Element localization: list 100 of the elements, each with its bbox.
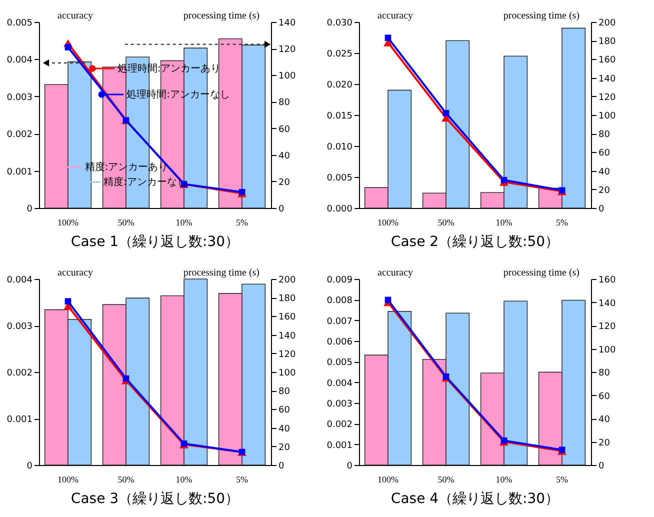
y-tick-label: 0.015 — [326, 112, 352, 122]
y2-axis-title: processing time (s) — [503, 268, 580, 278]
y-axis-title: accuracy — [58, 10, 94, 22]
point — [500, 176, 508, 184]
y-tick-label: 0 — [26, 204, 33, 214]
x-tick-label: 50% — [438, 218, 455, 228]
x-tick-label: 50% — [118, 474, 135, 484]
y2-axis-title: processing time (s) — [503, 10, 580, 22]
y2-tick-label: 200 — [278, 276, 296, 286]
y-axis-title: accuracy — [378, 10, 414, 22]
text: Case 1（繰り返し数:30） — [70, 234, 240, 250]
text: Case 3（繰り返し数:50） — [70, 491, 240, 507]
y-tick-label: 0.006 — [326, 338, 353, 348]
y-axis-title: accuracy — [58, 268, 94, 278]
y2-tick-label: 20 — [278, 178, 290, 188]
y-tick-label: 0.001 — [326, 440, 352, 451]
y2-tick-label: 0 — [598, 204, 604, 214]
y-tick-label: 0.004 — [6, 276, 33, 286]
y2-tick-label: 140 — [278, 18, 296, 28]
x-tick-label: 5% — [236, 218, 248, 228]
x-tick-label: 5% — [236, 474, 248, 484]
y-tick-label: 0.004 — [6, 56, 33, 66]
point — [442, 110, 450, 116]
x-tick-label: 100% — [58, 218, 79, 228]
y-tick-label: 0.004 — [326, 378, 353, 389]
y2-tick-label: 80 — [598, 368, 610, 378]
y-tick-label: 0.003 — [326, 400, 352, 410]
y2-tick-label: 20 — [598, 186, 610, 196]
y2-tick-label: 60 — [278, 406, 290, 416]
y2-tick-label: 60 — [598, 392, 610, 402]
y2-tick-label: 0 — [598, 462, 604, 472]
point — [64, 298, 72, 304]
y2-tick-label: 80 — [598, 130, 610, 140]
x-tick-label: 100% — [378, 218, 399, 228]
y-tick-label: 0.000 — [326, 204, 353, 214]
y-tick-label: 0.025 — [326, 50, 352, 60]
y2-tick-label: 180 — [598, 37, 616, 48]
point — [384, 296, 392, 304]
y-tick-label: 0.005 — [326, 358, 352, 368]
x-tick-label: 5% — [556, 474, 568, 484]
y2-tick-label: 100 — [278, 368, 296, 378]
y-tick-label: 0.003 — [6, 92, 32, 103]
x-tick-label: 100% — [378, 474, 399, 484]
y2-tick-label: 0 — [278, 462, 284, 472]
point — [122, 375, 130, 382]
y-tick-label: 0.002 — [6, 130, 32, 140]
text: Case 4（繰り返し数:30） — [390, 491, 560, 507]
y-tick-label: 0.001 — [6, 167, 32, 178]
y2-tick-label: 160 — [598, 276, 616, 286]
y2-tick-label: 180 — [278, 294, 296, 304]
x-tick-label: 100% — [58, 474, 79, 484]
y2-tick-label: 100 — [278, 72, 296, 82]
y2-tick-label: 140 — [598, 74, 616, 84]
y2-tick-label: 40 — [278, 151, 290, 162]
y2-tick-label: 80 — [278, 98, 290, 108]
x-tick-label: 50% — [438, 474, 455, 484]
point — [384, 34, 392, 41]
y2-tick-label: 160 — [278, 312, 296, 323]
y2-tick-label: 60 — [598, 148, 610, 159]
y-tick-label: 0.009 — [326, 276, 353, 286]
y2-tick-label: 140 — [278, 331, 296, 342]
y-tick-label: 0.001 — [6, 415, 32, 425]
y-tick-label: 0.005 — [326, 174, 352, 184]
y2-tick-label: 140 — [598, 298, 616, 309]
y2-tick-label: 40 — [598, 415, 610, 425]
y2-tick-label: 20 — [278, 442, 290, 453]
x-tick-label: 10% — [176, 218, 193, 228]
y-tick-label: 0 — [346, 462, 353, 472]
y-tick-label: 0.020 — [326, 80, 353, 90]
y2-tick-label: 100 — [598, 345, 616, 356]
y-tick-label: 0.010 — [326, 142, 353, 152]
point — [64, 44, 72, 50]
y2-tick-label: 160 — [598, 56, 616, 66]
y-tick-label: 0.030 — [326, 18, 353, 28]
y2-tick-label: 80 — [278, 387, 290, 398]
y2-tick-label: 100 — [598, 112, 616, 122]
text: Case 2（繰り返し数:50） — [390, 234, 560, 250]
y2-tick-label: 120 — [598, 92, 616, 103]
x-tick-label: 5% — [556, 218, 568, 228]
x-tick-label: 10% — [176, 474, 193, 484]
y2-axis-title: processing time (s) — [183, 268, 260, 278]
y2-tick-label: 60 — [278, 124, 290, 135]
y-tick-label: 0.008 — [326, 296, 353, 306]
y2-axis-title: processing time (s) — [183, 10, 260, 22]
y2-tick-label: 120 — [598, 322, 616, 332]
x-tick-label: 10% — [496, 474, 513, 484]
y-tick-label: 0.005 — [6, 18, 32, 28]
y-tick-label: 0.002 — [326, 420, 352, 430]
x-tick-label: 10% — [496, 218, 513, 228]
y2-tick-label: 200 — [598, 18, 616, 28]
y2-tick-label: 40 — [598, 167, 610, 178]
x-tick-label: 50% — [118, 218, 135, 228]
y-tick-label: 0 — [26, 462, 33, 472]
y-tick-label: 0.003 — [6, 322, 32, 332]
y-axis-title: accuracy — [378, 268, 414, 278]
y2-tick-label: 20 — [598, 438, 610, 448]
y2-tick-label: 120 — [278, 45, 296, 56]
y-tick-label: 0.007 — [326, 316, 352, 327]
y2-tick-label: 40 — [278, 424, 290, 434]
y-tick-label: 0.002 — [6, 368, 32, 378]
